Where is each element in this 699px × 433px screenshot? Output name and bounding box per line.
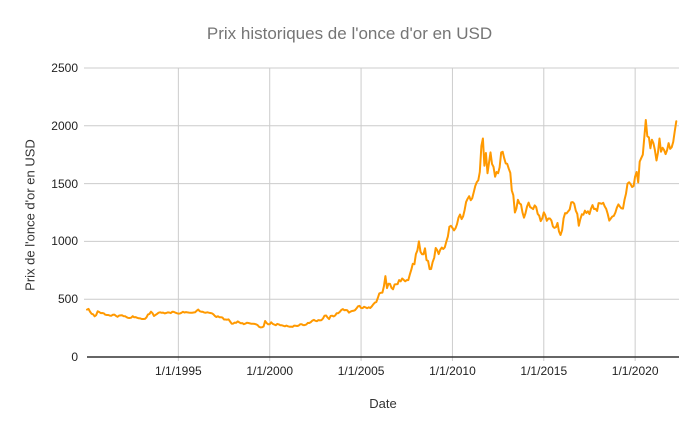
gold-price-line[interactable] <box>86 119 678 329</box>
x-axis-title: Date <box>369 396 397 411</box>
y-tick-label: 0 <box>71 350 78 364</box>
y-tick-label: 2000 <box>51 118 78 133</box>
x-tick-label: 1/1/2005 <box>337 364 385 378</box>
y-tick-label: 1000 <box>51 234 78 249</box>
x-tick-label: 1/1/1995 <box>154 364 202 378</box>
x-tick-label: 1/1/2010 <box>429 364 476 378</box>
x-tick-label: 1/1/2020 <box>611 364 659 378</box>
chart-title: Prix historiques de l'once d'or en USD <box>206 24 493 43</box>
y-tick-label: 1500 <box>51 176 78 191</box>
x-tick-label: 1/1/2000 <box>246 364 294 378</box>
y-tick-label: 2500 <box>51 61 78 75</box>
y-tick-label: 500 <box>57 292 78 307</box>
x-tick-label: 1/1/2015 <box>520 364 568 378</box>
